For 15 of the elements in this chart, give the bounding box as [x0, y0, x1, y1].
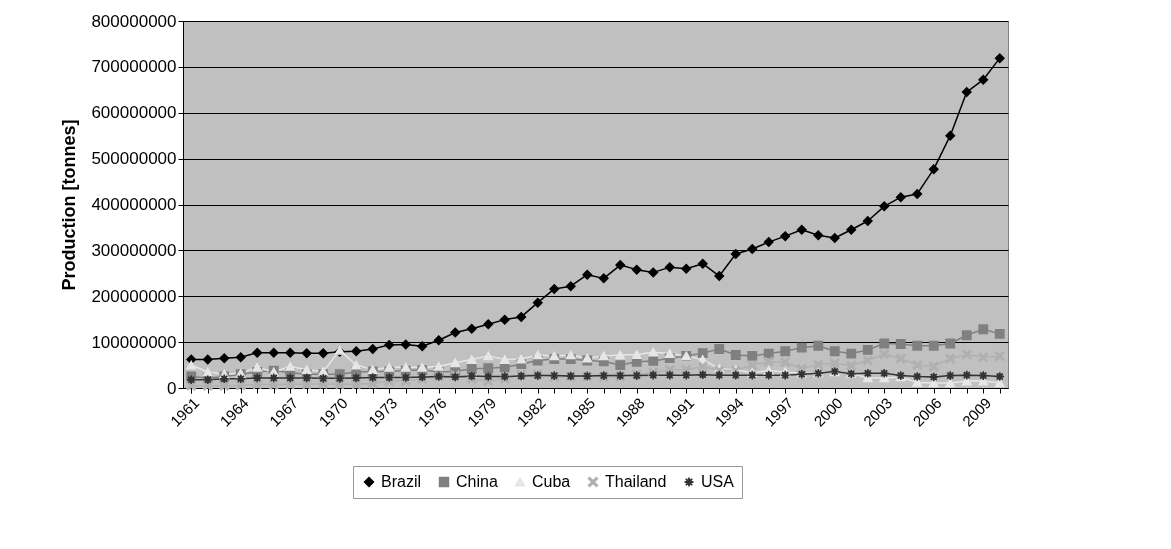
y-tick-label: 300000000 — [91, 240, 177, 260]
legend-label: Cuba — [532, 473, 571, 490]
legend-label: Thailand — [605, 473, 667, 490]
y-tick-label: 700000000 — [91, 57, 177, 77]
y-tick-label: 0 — [167, 378, 177, 398]
y-tick-label: 600000000 — [91, 103, 177, 123]
y-tick-label: 400000000 — [91, 195, 177, 214]
legend-label: USA — [701, 473, 735, 490]
y-tick-label: 100000000 — [91, 332, 177, 352]
legend-label: Brazil — [381, 473, 422, 490]
y-tick-label: 500000000 — [91, 149, 177, 169]
legend-label: China — [456, 473, 498, 490]
y-tick-label: 200000000 — [91, 286, 177, 306]
y-axis-title: Production [tonnes] — [59, 119, 80, 291]
y-tick-label: 800000000 — [91, 11, 177, 31]
